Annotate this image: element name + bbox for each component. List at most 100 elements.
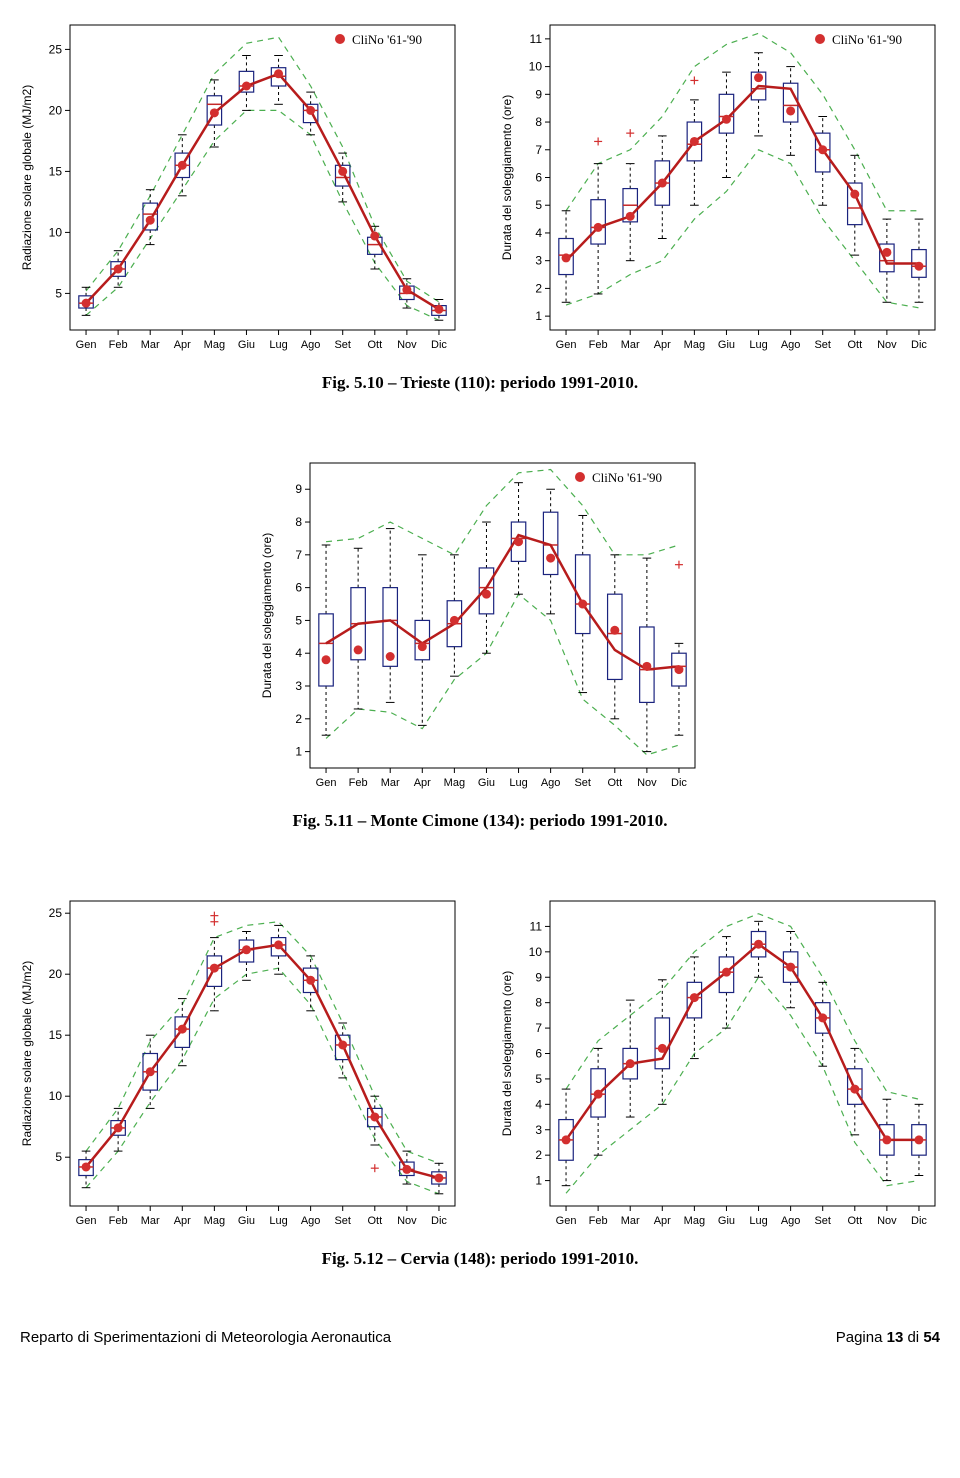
svg-text:8: 8 [295,515,302,529]
svg-text:Feb: Feb [589,1215,608,1227]
footer: Reparto di Sperimentazioni di Meteorolog… [15,1329,945,1346]
svg-text:6: 6 [295,581,302,595]
svg-text:3: 3 [535,254,542,268]
svg-text:15: 15 [49,164,63,178]
svg-text:Giu: Giu [478,777,495,789]
caption-3: Fig. 5.12 – Cervia (148): periodo 1991-2… [15,1249,945,1269]
svg-text:Nov: Nov [877,1215,897,1227]
svg-text:Nov: Nov [397,339,417,351]
svg-text:5: 5 [535,198,542,212]
svg-text:20: 20 [49,967,63,981]
svg-text:Gen: Gen [556,1215,577,1227]
svg-text:1: 1 [535,309,542,323]
chart: 123456789GenFebMarAprMagGiuLugAgoSetOttN… [255,453,705,803]
svg-text:Dic: Dic [911,339,927,351]
svg-text:Lug: Lug [269,339,287,351]
caption-1: Fig. 5.10 – Trieste (110): periodo 1991-… [15,373,945,393]
chart: 510152025GenFebMarAprMagGiuLugAgoSetOttN… [15,891,465,1241]
svg-text:Durata del soleggiamento (ore): Durata del soleggiamento (ore) [500,971,514,1136]
svg-text:Set: Set [814,339,831,351]
svg-text:5: 5 [55,1150,62,1164]
svg-text:Set: Set [334,1215,351,1227]
svg-text:4: 4 [295,646,302,660]
svg-text:Radiazione solare globale (MJ/: Radiazione solare globale (MJ/m2) [20,961,34,1146]
svg-text:7: 7 [295,548,302,562]
svg-text:2: 2 [535,1148,542,1162]
svg-text:25: 25 [49,42,63,56]
svg-text:5: 5 [295,613,302,627]
svg-text:Dic: Dic [671,777,687,789]
svg-text:Dic: Dic [431,1215,447,1227]
svg-text:CliNo '61-'90: CliNo '61-'90 [832,32,902,47]
svg-text:Feb: Feb [109,1215,128,1227]
svg-text:Apr: Apr [174,1215,191,1227]
svg-text:CliNo '61-'90: CliNo '61-'90 [352,32,422,47]
svg-text:Giu: Giu [238,1215,255,1227]
svg-text:Set: Set [574,777,591,789]
svg-text:1: 1 [295,745,302,759]
svg-text:Nov: Nov [637,777,657,789]
svg-text:Mar: Mar [141,1215,160,1227]
svg-text:Giu: Giu [718,1215,735,1227]
svg-text:Apr: Apr [174,339,191,351]
svg-text:11: 11 [530,919,543,933]
svg-text:Lug: Lug [749,1215,767,1227]
svg-text:10: 10 [529,60,543,74]
svg-text:Dic: Dic [431,339,447,351]
svg-text:6: 6 [535,171,542,185]
svg-text:2: 2 [295,712,302,726]
svg-text:Ago: Ago [301,1215,321,1227]
svg-text:Durata del soleggiamento (ore): Durata del soleggiamento (ore) [500,95,514,260]
svg-text:9: 9 [295,482,302,496]
svg-text:Feb: Feb [589,339,608,351]
svg-text:Ago: Ago [781,339,801,351]
svg-text:Durata del soleggiamento (ore): Durata del soleggiamento (ore) [260,533,274,698]
svg-text:Radiazione solare globale (MJ/: Radiazione solare globale (MJ/m2) [20,85,34,270]
svg-text:Mar: Mar [621,339,640,351]
svg-text:Mag: Mag [684,339,705,351]
svg-text:Mag: Mag [444,777,465,789]
footer-page: Pagina 13 di 54 [836,1329,940,1346]
svg-text:Mar: Mar [621,1215,640,1227]
svg-text:Mar: Mar [141,339,160,351]
svg-text:Gen: Gen [76,339,97,351]
svg-text:Apr: Apr [414,777,431,789]
svg-text:15: 15 [49,1028,63,1042]
footer-left: Reparto di Sperimentazioni di Meteorolog… [20,1329,391,1346]
svg-text:2: 2 [535,281,542,295]
svg-text:4: 4 [535,1097,542,1111]
svg-text:Ott: Ott [367,1215,382,1227]
svg-text:Gen: Gen [76,1215,97,1227]
chart: 510152025GenFebMarAprMagGiuLugAgoSetOttN… [15,15,465,365]
svg-text:Mar: Mar [381,777,400,789]
svg-text:4: 4 [535,226,542,240]
svg-text:Giu: Giu [238,339,255,351]
svg-text:Ago: Ago [541,777,561,789]
row-trieste: 510152025GenFebMarAprMagGiuLugAgoSetOttN… [15,15,945,365]
row-cimone: 123456789GenFebMarAprMagGiuLugAgoSetOttN… [15,453,945,803]
svg-text:11: 11 [530,32,543,46]
svg-text:Ott: Ott [847,1215,862,1227]
svg-text:25: 25 [49,906,63,920]
svg-text:6: 6 [535,1047,542,1061]
svg-text:Mag: Mag [204,1215,225,1227]
svg-text:Mag: Mag [204,339,225,351]
svg-text:Lug: Lug [269,1215,287,1227]
chart: 1234567891011GenFebMarAprMagGiuLugAgoSet… [495,891,945,1241]
svg-text:Gen: Gen [316,777,337,789]
svg-text:5: 5 [55,286,62,300]
svg-text:20: 20 [49,103,63,117]
svg-text:Mag: Mag [684,1215,705,1227]
svg-text:7: 7 [535,143,542,157]
svg-text:Set: Set [334,339,351,351]
svg-text:5: 5 [535,1072,542,1086]
svg-text:10: 10 [529,945,543,959]
svg-text:Ago: Ago [781,1215,801,1227]
svg-text:CliNo '61-'90: CliNo '61-'90 [592,470,662,485]
svg-text:1: 1 [535,1174,542,1188]
svg-text:Dic: Dic [911,1215,927,1227]
svg-text:Lug: Lug [749,339,767,351]
svg-text:Feb: Feb [109,339,128,351]
svg-text:10: 10 [49,225,63,239]
svg-text:Nov: Nov [877,339,897,351]
